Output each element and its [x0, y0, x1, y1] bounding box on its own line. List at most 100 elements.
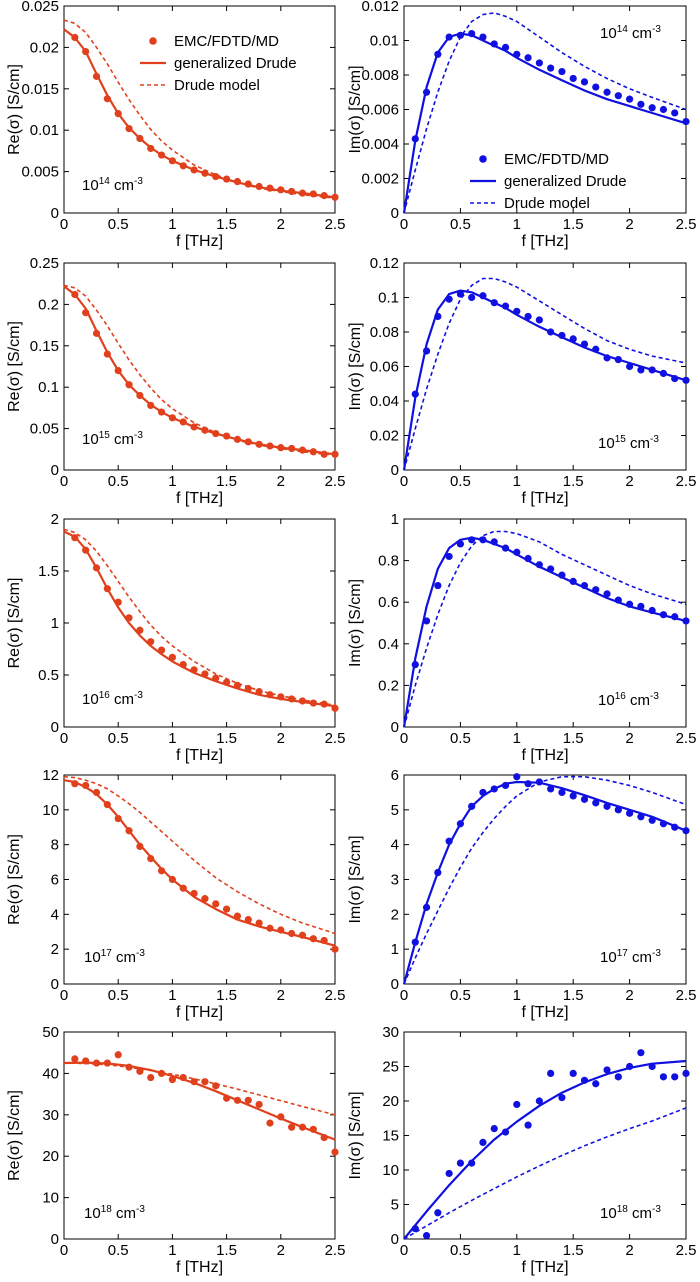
annotation-unit: cm	[626, 435, 650, 452]
y-tick-label: 0.012	[361, 0, 399, 15]
data-point	[456, 1159, 464, 1167]
data-point	[637, 1049, 645, 1057]
generalized-drude-line	[403, 1059, 687, 1240]
data-point	[626, 809, 634, 817]
y-tick-label: 2	[391, 906, 399, 923]
data-point	[513, 773, 521, 781]
annotation-unit: cm	[626, 692, 650, 709]
x-axis-label: f [THz]	[521, 747, 568, 764]
y-tick-label: 0.01	[370, 33, 399, 50]
y-tick-label: 4	[51, 906, 59, 923]
y-tick-label: 0	[391, 462, 399, 479]
generalized-drude-line	[63, 285, 336, 456]
data-point	[255, 1100, 263, 1109]
annotation-unit_exp: -3	[652, 948, 661, 959]
data-point	[603, 1066, 611, 1074]
y-tick-label: 2	[51, 941, 59, 958]
y-axis-label: Im(σ) [S/cm]	[347, 322, 364, 410]
data-point	[592, 799, 600, 807]
data-point	[682, 617, 690, 625]
legend: EMC/FDTD/MD generalized Drude Drude model	[140, 33, 297, 94]
y-tick-label: 6	[51, 872, 59, 889]
x-axis-label: f [THz]	[176, 490, 223, 507]
annotation-base: 10	[598, 435, 615, 452]
annotation-unit_exp: -3	[652, 24, 661, 35]
x-tick-label: 2.5	[325, 216, 346, 233]
x-tick-label: 2	[277, 473, 285, 490]
x-axis-label: f [THz]	[176, 747, 223, 764]
y-axis-label: Im(σ) [S/cm]	[347, 579, 364, 667]
x-tick-label: 0.5	[108, 987, 129, 1004]
data-point	[157, 867, 166, 875]
legend-label: EMC/FDTD/MD	[504, 151, 609, 168]
data-point	[569, 1069, 577, 1077]
generalized-drude-line	[63, 1061, 336, 1141]
data-point	[71, 1055, 79, 1063]
generalized-drude-line	[402, 536, 687, 728]
x-tick-label: 1	[168, 987, 176, 1004]
x-tick-label: 1.5	[563, 1242, 584, 1259]
annotation-exp: 18	[617, 1204, 629, 1215]
x-tick-label: 0.5	[108, 473, 129, 490]
density-annotation: 1018 cm-3	[600, 1204, 661, 1222]
data-point	[535, 316, 543, 324]
plot-frame	[63, 5, 336, 214]
drude-model-line	[63, 19, 336, 199]
x-tick-label: 1	[168, 1242, 176, 1259]
legend-label: generalized Drude	[174, 55, 297, 72]
data-point	[422, 1231, 431, 1240]
y-tick-label: 3	[391, 872, 399, 889]
density-annotation: 1014 cm-3	[600, 24, 661, 42]
y-axis-label: Re(σ) [S/cm]	[6, 1090, 23, 1181]
y-tick-label: 0.008	[361, 67, 399, 84]
drude-model-line	[403, 530, 687, 728]
x-tick-label: 0.5	[450, 216, 471, 233]
y-tick-label: 5	[391, 802, 399, 819]
y-tick-label: 0	[51, 976, 59, 993]
x-tick-label: 2	[277, 987, 285, 1004]
x-tick-label: 1.5	[563, 216, 584, 233]
y-tick-label: 0.12	[370, 255, 399, 272]
x-tick-label: 1.5	[216, 216, 237, 233]
data-point	[569, 74, 577, 83]
panel-7: 0 0.5 1 1.5 2 2.5 0 2 4 6 8 10 12 f [THz] Re(σ) [S/cm]…	[6, 767, 345, 1021]
data-point	[331, 1148, 339, 1156]
y-tick-label: 0.2	[378, 677, 399, 694]
x-tick-label: 1.5	[216, 987, 237, 1004]
x-tick-label: 1.5	[563, 730, 584, 747]
data-point	[147, 1073, 155, 1082]
annotation-exp: 15	[99, 430, 111, 441]
y-tick-label: 4	[391, 837, 399, 854]
legend-label: EMC/FDTD/MD	[174, 33, 279, 50]
annotation-exp: 15	[615, 434, 627, 445]
data-point	[434, 1209, 442, 1217]
data-point	[445, 552, 453, 561]
panel-6: 0 0.5 1 1.5 2 2.500.20.40.60.81f [THz]Im(σ) […	[347, 511, 696, 764]
x-tick-label: 0.5	[450, 1242, 471, 1259]
density-annotation: 1016 cm-3	[82, 690, 143, 708]
x-tick-label: 2.5	[676, 216, 697, 233]
data-point	[580, 795, 589, 803]
annotation-unit_exp: -3	[136, 948, 145, 959]
y-tick-label: 10	[42, 802, 59, 819]
y-tick-label: 1	[391, 511, 399, 528]
data-point	[614, 92, 622, 100]
y-tick-label: 0	[391, 719, 399, 736]
y-tick-label: 0.4	[378, 636, 399, 653]
x-tick-label: 2	[625, 1242, 633, 1259]
y-tick-label: 30	[382, 1024, 399, 1041]
y-axis-label: Re(σ) [S/cm]	[6, 321, 23, 412]
data-point	[288, 1123, 296, 1131]
generalized-drude-line	[402, 289, 687, 471]
x-tick-label: 2	[277, 216, 285, 233]
annotation-unit_exp: -3	[134, 176, 143, 187]
data-point	[626, 362, 634, 371]
data-point	[614, 1073, 622, 1081]
x-tick-label: 2.5	[676, 730, 697, 747]
data-point	[637, 100, 645, 108]
data-point	[168, 1076, 176, 1084]
y-axis-label: Im(σ) [S/cm]	[347, 65, 364, 153]
annotation-unit: cm	[110, 691, 134, 708]
annotation-unit_exp: -3	[134, 690, 143, 701]
